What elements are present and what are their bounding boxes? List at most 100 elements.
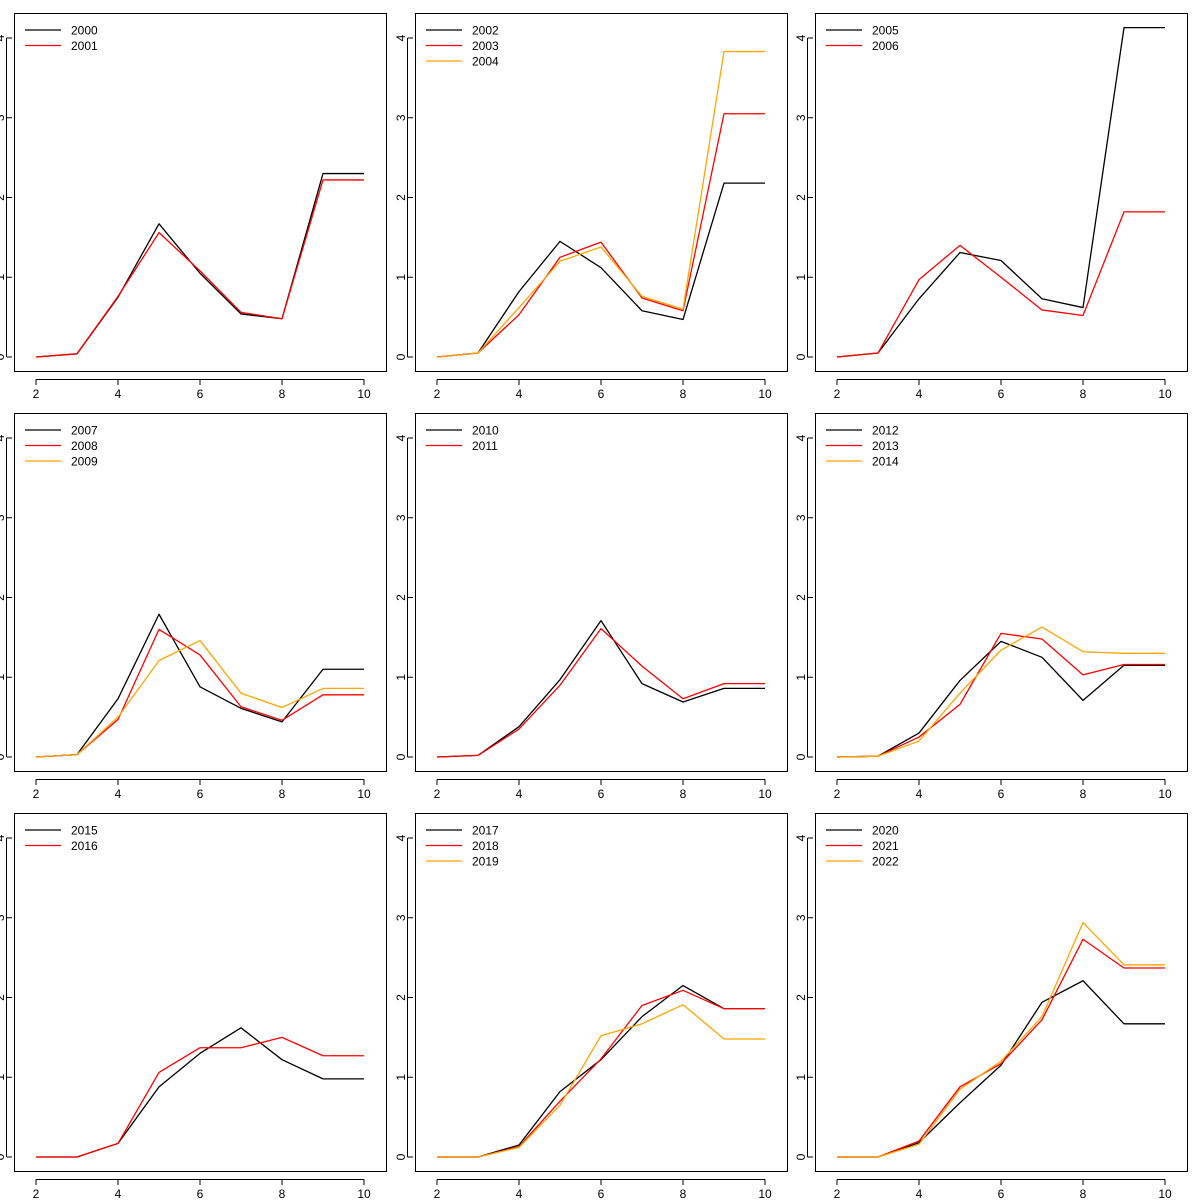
plot-frame [815, 413, 1188, 772]
legend-label: 2013 [872, 439, 899, 453]
legend-label: 2009 [71, 455, 98, 469]
legend-label: 2010 [472, 424, 499, 438]
series-line-2007 [35, 613, 364, 758]
x-tick-label: 4 [516, 1187, 523, 1200]
series-line-2001 [35, 179, 364, 358]
legend-label: 2007 [71, 424, 98, 438]
x-tick-label: 8 [1080, 1187, 1087, 1200]
y-tick-label: 3 [394, 114, 408, 121]
series-line-2005 [836, 26, 1165, 358]
y-tick-label: 0 [394, 353, 408, 360]
y-tick-label: 2 [0, 594, 7, 601]
x-axis: 2 4 6 8 10 [33, 379, 371, 401]
y-tick-label: 3 [0, 114, 7, 121]
y-tick-label: 0 [794, 753, 808, 760]
plot-frame [415, 813, 788, 1172]
x-tick-label: 8 [680, 1187, 687, 1200]
y-tick-label: 2 [0, 994, 7, 1001]
y-tick-label: 0 [0, 1153, 7, 1160]
x-axis: 2 4 6 8 10 [434, 1179, 772, 1200]
legend-label: 2008 [71, 439, 98, 453]
x-tick-label: 6 [998, 387, 1005, 401]
plot-frame [815, 813, 1188, 1172]
series-line-2010 [436, 619, 765, 758]
x-tick-label: 2 [834, 387, 841, 401]
series-line-2004 [436, 50, 765, 358]
y-tick-label: 4 [794, 34, 808, 41]
y-tick-label: 4 [0, 34, 7, 41]
legend-label: 2016 [71, 839, 98, 853]
x-tick-label: 6 [998, 1187, 1005, 1200]
series-line-2013 [836, 632, 1165, 758]
x-axis: 2 4 6 8 10 [834, 779, 1172, 801]
y-tick-label: 1 [394, 274, 408, 281]
legend-label: 2001 [71, 39, 98, 53]
legend-label: 2014 [872, 455, 899, 469]
x-tick-label: 10 [357, 387, 371, 401]
y-axis: 0 1 2 3 4 [794, 34, 813, 360]
x-tick-label: 2 [33, 1187, 40, 1200]
y-tick-label: 4 [0, 434, 7, 441]
x-tick-label: 10 [758, 787, 772, 801]
y-tick-label: 0 [0, 753, 7, 760]
series-line-2020 [837, 980, 1165, 1158]
x-tick-label: 8 [279, 1187, 286, 1200]
y-tick-label: 1 [0, 274, 7, 281]
y-axis: 0 1 2 3 4 [0, 34, 12, 360]
y-axis: 0 1 2 3 4 [394, 34, 413, 360]
legend-label: 2002 [472, 24, 499, 38]
plot-frame [14, 413, 387, 772]
x-tick-label: 4 [916, 1187, 923, 1200]
x-tick-label: 4 [115, 787, 122, 801]
y-tick-label: 0 [394, 1153, 408, 1160]
y-tick-label: 2 [794, 994, 808, 1001]
x-axis: 2 4 6 8 10 [434, 379, 772, 401]
series-line-2016 [36, 1036, 364, 1158]
x-axis: 2 4 6 8 10 [33, 1179, 371, 1200]
x-axis: 2 4 6 8 10 [33, 779, 371, 801]
y-tick-label: 1 [794, 274, 808, 281]
y-axis: 0 1 2 3 4 [794, 434, 813, 760]
y-tick-label: 0 [794, 1153, 808, 1160]
y-tick-label: 2 [794, 194, 808, 201]
y-tick-label: 3 [794, 514, 808, 521]
legend-label: 2004 [472, 55, 499, 69]
legend-label: 2000 [71, 24, 98, 38]
y-tick-label: 3 [394, 914, 408, 921]
series-line-2000 [35, 172, 364, 358]
y-tick-label: 3 [0, 514, 7, 521]
legend-label: 2022 [872, 855, 899, 869]
y-tick-label: 2 [794, 594, 808, 601]
series-line-2002 [436, 182, 765, 358]
legend-label: 2018 [472, 839, 499, 853]
x-tick-label: 4 [115, 387, 122, 401]
x-tick-label: 8 [1080, 787, 1087, 801]
series-line-2018 [437, 989, 765, 1158]
y-tick-label: 2 [394, 994, 408, 1001]
legend-label: 2005 [872, 24, 899, 38]
x-axis: 2 4 6 8 10 [834, 379, 1172, 401]
series-line-2022 [837, 921, 1165, 1158]
x-tick-label: 6 [598, 387, 605, 401]
x-tick-label: 2 [834, 787, 841, 801]
y-tick-label: 2 [0, 194, 7, 201]
x-tick-label: 10 [758, 1187, 772, 1200]
x-tick-label: 2 [33, 787, 40, 801]
y-tick-label: 3 [794, 114, 808, 121]
x-tick-label: 10 [357, 787, 371, 801]
series-line-2021 [837, 938, 1165, 1158]
x-tick-label: 6 [998, 787, 1005, 801]
x-tick-label: 2 [33, 387, 40, 401]
x-tick-label: 4 [516, 787, 523, 801]
x-tick-label: 8 [279, 387, 286, 401]
